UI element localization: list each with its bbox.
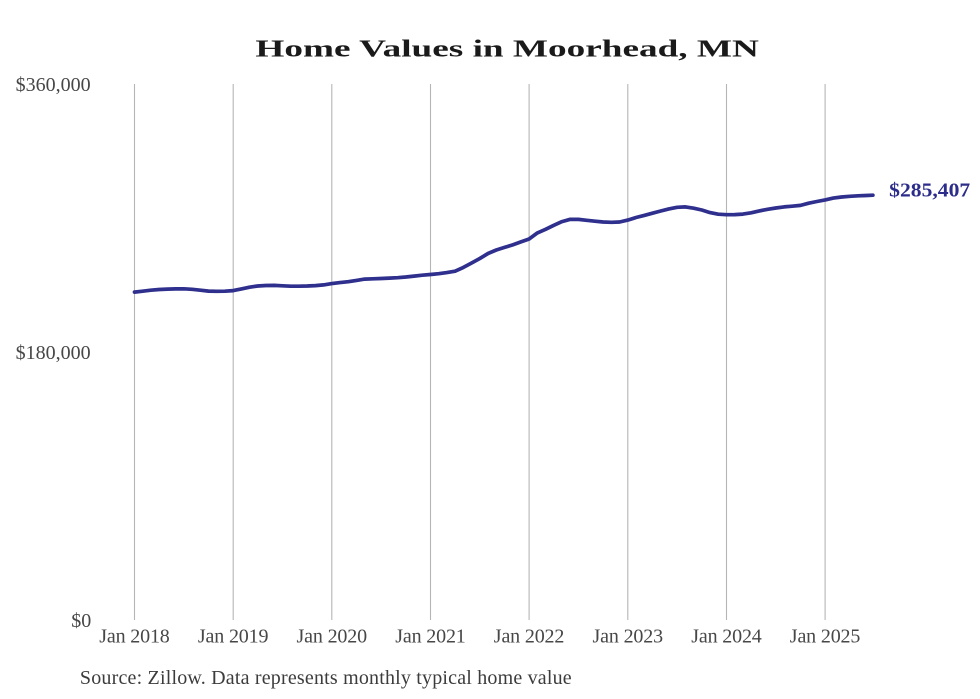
svg-text:Jan 2020: Jan 2020 (297, 625, 368, 647)
svg-text:Jan 2023: Jan 2023 (593, 625, 664, 647)
svg-text:$180,000: $180,000 (16, 342, 91, 364)
svg-text:Jan 2019: Jan 2019 (198, 625, 269, 647)
svg-text:Jan 2021: Jan 2021 (395, 625, 466, 647)
svg-text:$0: $0 (71, 610, 91, 632)
svg-text:Jan 2018: Jan 2018 (99, 625, 170, 647)
svg-text:Jan 2022: Jan 2022 (494, 625, 565, 647)
svg-text:$285,407: $285,407 (889, 179, 970, 201)
svg-text:Jan 2024: Jan 2024 (691, 625, 762, 647)
svg-text:$360,000: $360,000 (16, 74, 91, 96)
svg-text:Source: Zillow. Data represent: Source: Zillow. Data represents monthly … (80, 667, 572, 689)
svg-text:Home Values in Moorhead, MN: Home Values in Moorhead, MN (255, 35, 759, 62)
svg-text:Jan 2025: Jan 2025 (790, 625, 861, 647)
